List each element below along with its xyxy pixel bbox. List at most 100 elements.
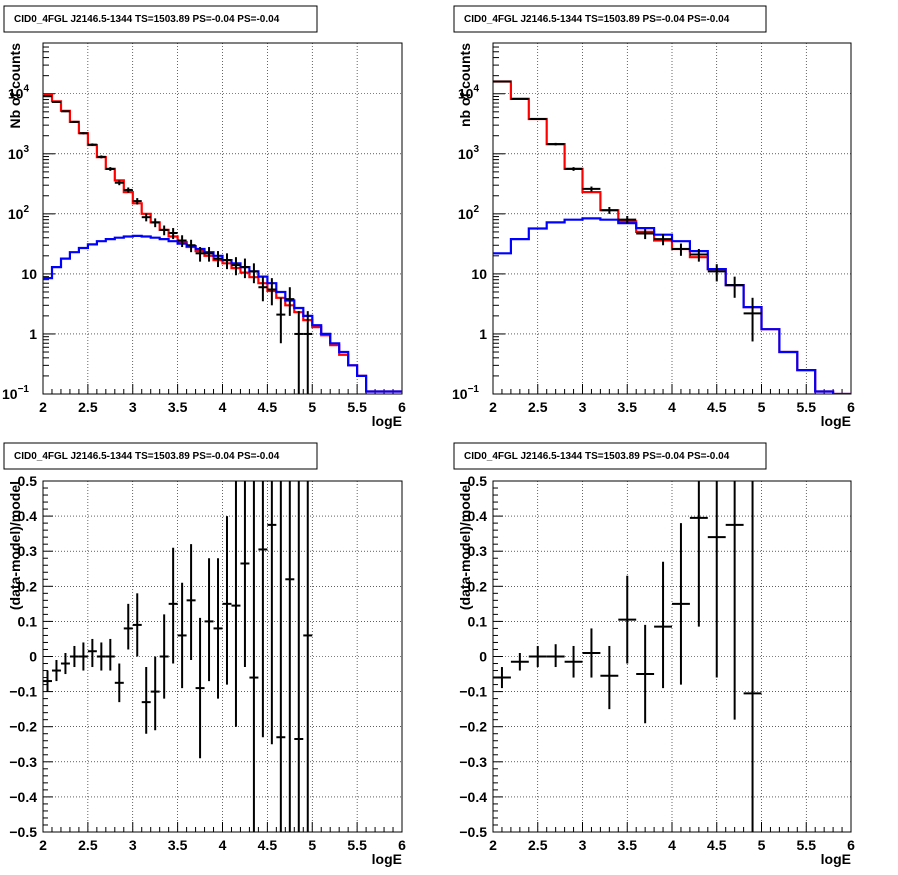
x-tick-label: 5 bbox=[758, 837, 766, 853]
data-point bbox=[168, 547, 178, 664]
x-tick-label: 3.5 bbox=[168, 399, 188, 415]
y-tick-label: 104 bbox=[458, 84, 480, 102]
data-point bbox=[493, 80, 511, 83]
y-tick-label: 0.2 bbox=[468, 578, 488, 594]
x-tick-label: 3 bbox=[579, 837, 587, 853]
y-tick-exponent: −1 bbox=[18, 384, 30, 395]
x-tick-label: 5.5 bbox=[347, 399, 367, 415]
y-tick-label: 0.5 bbox=[468, 473, 488, 489]
data-point bbox=[240, 481, 250, 668]
y-tick-label: −0.1 bbox=[459, 684, 487, 700]
y-tick-base: 0.5 bbox=[18, 473, 38, 489]
y-tick-exponent: 4 bbox=[473, 84, 479, 95]
data-point bbox=[528, 645, 547, 668]
y-tick-base: 10 bbox=[8, 146, 24, 162]
data-point bbox=[132, 593, 142, 657]
plot-content bbox=[493, 481, 762, 832]
data-point bbox=[231, 481, 241, 727]
y-tick-base: 10 bbox=[21, 266, 37, 282]
y-tick-base: 10 bbox=[8, 206, 24, 222]
x-tick-label: 5.5 bbox=[797, 837, 817, 853]
y-tick-label: −0.2 bbox=[459, 719, 487, 735]
x-tick-label: 4 bbox=[668, 837, 676, 853]
data-point bbox=[249, 263, 259, 284]
x-tick-label: 4.5 bbox=[258, 399, 278, 415]
data-point bbox=[528, 117, 547, 120]
y-tick-label: 0.5 bbox=[18, 473, 38, 489]
chart-title: CID0_4FGL J2146.5-1344 TS=1503.89 PS=-0.… bbox=[14, 14, 280, 25]
y-tick-label: −0.3 bbox=[9, 754, 37, 770]
data-point bbox=[69, 120, 79, 123]
data-point bbox=[582, 186, 601, 192]
data-point bbox=[600, 645, 619, 710]
x-tick-label: 3.5 bbox=[618, 399, 638, 415]
data-point bbox=[141, 667, 151, 734]
data-point bbox=[546, 644, 565, 668]
y-axis-label: nb of counts bbox=[457, 43, 473, 127]
y-axis-label: (data-model)/model bbox=[7, 481, 23, 610]
data-point bbox=[123, 187, 133, 193]
y-tick-base: 0.2 bbox=[18, 578, 38, 594]
data-point bbox=[510, 652, 529, 671]
data-point bbox=[618, 216, 637, 224]
data-point bbox=[195, 617, 205, 759]
data-point bbox=[294, 311, 304, 394]
y-tick-base: 0.2 bbox=[468, 578, 488, 594]
y-tick-label: 0.4 bbox=[18, 508, 38, 524]
y-tick-exponent: 2 bbox=[473, 204, 479, 215]
y-tick-base: 0 bbox=[29, 649, 37, 665]
y-tick-base: −0.5 bbox=[459, 824, 487, 840]
data-point bbox=[258, 481, 268, 738]
x-tick-label: 3 bbox=[129, 837, 137, 853]
x-tick-label: 2.5 bbox=[528, 399, 548, 415]
y-tick-label: 103 bbox=[8, 144, 30, 162]
x-tick-label: 2 bbox=[489, 399, 497, 415]
data-point bbox=[78, 132, 88, 135]
y-tick-exponent: 4 bbox=[23, 84, 29, 95]
x-tick-label: 6 bbox=[847, 399, 855, 415]
y-tick-label: 10−1 bbox=[452, 384, 479, 402]
y-tick-label: −0.5 bbox=[459, 824, 487, 840]
x-tick-label: 5 bbox=[758, 399, 766, 415]
data-point bbox=[150, 218, 160, 228]
plot-content bbox=[43, 481, 313, 832]
data-point bbox=[186, 239, 196, 253]
y-tick-base: 0.4 bbox=[18, 508, 38, 524]
x-tick-label: 6 bbox=[398, 837, 406, 853]
data-point bbox=[636, 624, 655, 724]
title-box bbox=[453, 442, 767, 470]
y-tick-label: −0.1 bbox=[9, 684, 37, 700]
data-point bbox=[51, 660, 61, 682]
y-tick-exponent: 3 bbox=[23, 144, 29, 155]
x-tick-label: 3 bbox=[579, 399, 587, 415]
data-point bbox=[87, 143, 97, 146]
data-point bbox=[689, 248, 708, 262]
data-point bbox=[69, 645, 79, 668]
y-tick-label: 10 bbox=[21, 266, 37, 282]
data-point bbox=[177, 582, 187, 689]
data-point bbox=[582, 628, 601, 678]
y-tick-base: 10 bbox=[452, 386, 468, 402]
x-tick-label: 6 bbox=[847, 837, 855, 853]
y-tick-base: 0.5 bbox=[468, 473, 488, 489]
data-point bbox=[150, 656, 160, 731]
data-point bbox=[96, 642, 106, 671]
data-point bbox=[276, 297, 286, 344]
title-box bbox=[3, 442, 318, 470]
y-tick-label: 0.1 bbox=[468, 613, 488, 629]
data-point bbox=[177, 235, 187, 248]
y-tick-label: 0.2 bbox=[18, 578, 38, 594]
y-tick-exponent: −1 bbox=[468, 384, 480, 395]
data-point bbox=[654, 234, 672, 246]
chart-title: CID0_4FGL J2146.5-1344 TS=1503.89 PS=-0.… bbox=[464, 14, 730, 25]
data-point bbox=[294, 481, 304, 832]
data-point bbox=[213, 251, 223, 268]
x-tick-label: 2 bbox=[39, 399, 47, 415]
data-point bbox=[689, 481, 708, 627]
x-tick-label: 4 bbox=[219, 837, 227, 853]
data-point bbox=[725, 276, 744, 298]
data-point bbox=[618, 575, 637, 664]
data-point bbox=[564, 167, 583, 171]
chart-title: CID0_4FGL J2146.5-1344 TS=1503.89 PS=-0.… bbox=[14, 451, 280, 462]
